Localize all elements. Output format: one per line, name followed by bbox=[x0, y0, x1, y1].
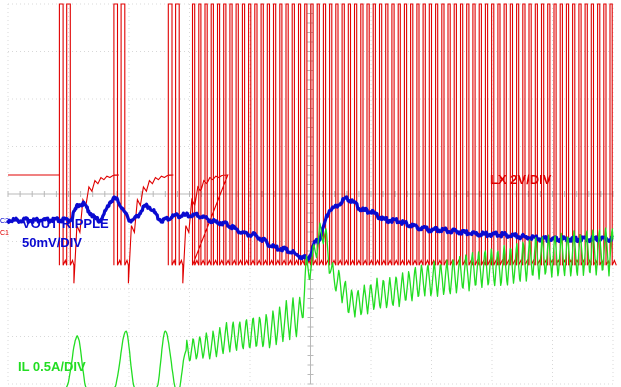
waveform-traces bbox=[6, 3, 617, 387]
lx-label: LX 2V/DIV bbox=[490, 172, 552, 187]
lx-trace bbox=[8, 3, 617, 284]
il-trace bbox=[65, 222, 614, 387]
vout-label-line1: VOUT RIPPLE bbox=[22, 216, 109, 231]
channel-marker-1: C1 bbox=[0, 230, 9, 237]
il-label: IL 0.5A/DIV bbox=[18, 359, 86, 374]
channel-markers: C1C2C3 bbox=[0, 218, 9, 387]
channel-marker-2: C2 bbox=[0, 218, 9, 225]
vout-label-line2: 50mV/DIV bbox=[22, 235, 82, 250]
vout-trace bbox=[6, 195, 615, 262]
